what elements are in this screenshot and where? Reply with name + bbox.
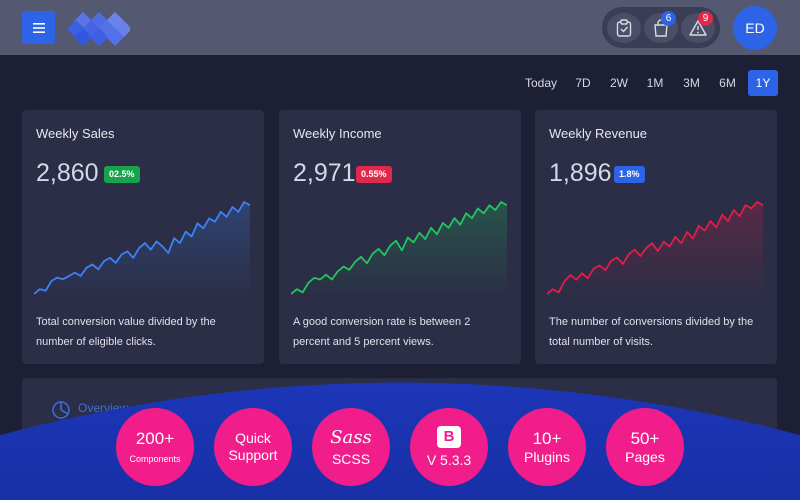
period-tabs: Today 7D 2W 1M 3M 6M 1Y — [0, 70, 800, 96]
sparkline-line — [291, 201, 507, 295]
card-value: 1,896 — [549, 159, 612, 187]
promo-caption: SCSS — [331, 450, 371, 467]
revenue-sparkline — [547, 201, 763, 298]
promo-caption: V 5.3.3 — [426, 451, 472, 468]
weekly-revenue-card: Weekly Revenue 1,896 1.8% The number of … — [535, 110, 777, 364]
promo-caption: Components — [129, 454, 181, 464]
tab-7d[interactable]: 7D — [575, 76, 591, 90]
promo-components: 200+ Components — [116, 408, 194, 486]
promo-plugins: 10+ Plugins — [508, 408, 586, 486]
menu-toggle-button[interactable] — [22, 11, 55, 44]
promo-caption: Plugins — [524, 448, 570, 465]
card-description: The number of conversions divided by the… — [549, 316, 754, 348]
card-value: 2,971 — [293, 159, 356, 187]
card-title: Weekly Revenue — [549, 126, 648, 141]
promo-caption: Support — [228, 447, 278, 463]
card-value: 2,860 — [36, 159, 99, 187]
promo-caption: Pages — [625, 448, 665, 465]
tasks-button[interactable] — [607, 13, 641, 43]
sparkline-area — [291, 202, 507, 298]
card-title: Weekly Sales — [36, 126, 115, 141]
promo-bootstrap: B V 5.3.3 — [410, 408, 488, 486]
top-header: 6 9 ED — [0, 0, 800, 55]
card-description: A good conversion rate is between 2 perc… — [293, 316, 471, 348]
card-title: Weekly Income — [293, 126, 382, 141]
tab-1y[interactable]: 1Y — [748, 70, 778, 96]
promo-title: 200+ — [135, 429, 175, 448]
promo-title: 50+ — [630, 428, 660, 448]
promo-title: Quick — [235, 430, 271, 446]
change-badge: 0.55% — [356, 166, 392, 183]
promo-pages: 50+ Pages — [606, 408, 684, 486]
promo-title: 10+ — [532, 428, 562, 448]
promo-scss: Sass SCSS — [312, 408, 390, 486]
pie-chart-icon — [52, 401, 70, 419]
promo-support: Quick Support — [214, 408, 292, 486]
income-sparkline — [291, 201, 507, 298]
clipboard-icon — [616, 19, 632, 37]
tab-2w[interactable]: 2W — [610, 76, 628, 90]
weekly-sales-card: Weekly Sales 2,860 02.5% Total conversio… — [22, 110, 264, 364]
sass-logo-icon: Sass — [330, 426, 372, 448]
tab-today[interactable]: Today — [524, 76, 558, 90]
tab-1m[interactable]: 1M — [646, 76, 664, 90]
sales-sparkline — [34, 201, 250, 298]
cart-count-badge: 6 — [661, 11, 676, 26]
bootstrap-logo-icon: B — [437, 425, 461, 448]
change-badge: 1.8% — [614, 166, 645, 183]
tab-6m[interactable]: 6M — [719, 76, 736, 90]
sparkline-area — [34, 202, 250, 298]
card-description: Total conversion value divided by the nu… — [36, 316, 216, 348]
hamburger-icon — [32, 22, 45, 33]
change-badge: 02.5% — [104, 166, 140, 183]
user-avatar[interactable]: ED — [733, 6, 777, 50]
sparkline-line — [34, 201, 250, 295]
tab-3m[interactable]: 3M — [683, 76, 700, 90]
sparkline-line — [547, 201, 763, 295]
sparkline-area — [547, 202, 763, 298]
weekly-income-card: Weekly Income 2,971 0.55% A good convers… — [279, 110, 521, 364]
warning-icon — [689, 20, 707, 36]
brand-logo[interactable] — [68, 6, 130, 48]
alert-count-badge: 9 — [698, 11, 713, 26]
